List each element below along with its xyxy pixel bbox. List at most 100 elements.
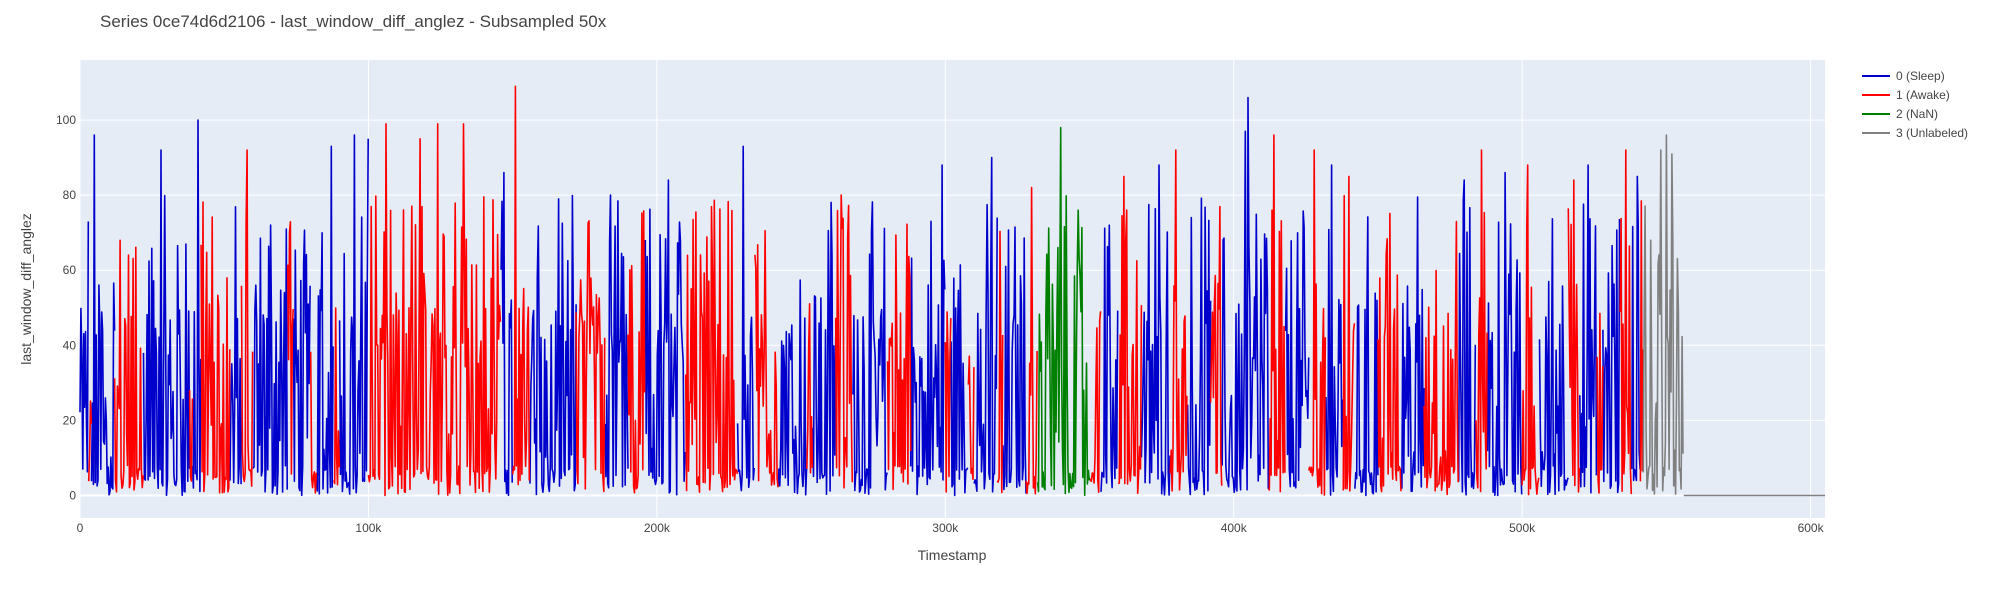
series-line-segment xyxy=(252,224,288,495)
series-line-segment xyxy=(529,194,577,496)
series-line-segment xyxy=(944,311,952,493)
series-line-segment xyxy=(1117,175,1143,494)
series-line-segment xyxy=(967,355,975,481)
series-line-segment xyxy=(200,201,231,494)
x-tick-label: 500k xyxy=(1509,521,1536,535)
series-line-segment xyxy=(1521,164,1540,496)
series-line-segment xyxy=(1088,311,1102,493)
legend-item[interactable]: 3 (Unlabeled) xyxy=(1862,123,1968,142)
series-line-segment xyxy=(754,229,779,488)
series-line-segment xyxy=(1579,164,1598,494)
series-line-segment xyxy=(338,134,369,495)
series-line-segment xyxy=(811,201,837,495)
series-line-segment xyxy=(1631,175,1641,482)
legend-label: 3 (Unlabeled) xyxy=(1896,125,1969,140)
legend: 0 (Sleep) 1 (Awake) 2 (NaN) 3 (Unlabeled) xyxy=(1862,66,1968,142)
series-line-segment xyxy=(191,119,202,493)
series-line-segment xyxy=(973,156,998,493)
x-axis-ticks: 0 100k 200k 300k 400k 500k 600k xyxy=(77,521,1825,535)
series-line-segment xyxy=(1538,218,1569,495)
legend-item[interactable]: 0 (Sleep) xyxy=(1862,66,1968,85)
series-line-segment xyxy=(229,206,242,485)
x-tick-label: 100k xyxy=(355,521,382,535)
series-line-segment xyxy=(575,220,606,493)
series-line-segment xyxy=(1475,149,1488,493)
series-line-segment xyxy=(1140,164,1171,496)
series-line-segment xyxy=(87,400,93,482)
y-tick-label: 40 xyxy=(63,338,77,352)
x-tick-label: 300k xyxy=(932,521,959,535)
series-line-segment xyxy=(240,149,254,487)
series-line-segment xyxy=(627,210,646,494)
series-line-segment xyxy=(644,179,686,496)
y-tick-label: 60 xyxy=(63,263,77,277)
series-line-segment xyxy=(834,194,854,489)
series-line-segment xyxy=(1423,220,1459,496)
series-line-segment xyxy=(1486,171,1523,497)
y-tick-label: 0 xyxy=(69,488,76,502)
series-line-segment xyxy=(1025,186,1038,495)
y-tick-label: 100 xyxy=(56,113,76,127)
series-line-segment xyxy=(511,85,531,486)
series-line-segment xyxy=(684,199,739,493)
series-line-segment xyxy=(286,221,294,475)
legend-label: 0 (Sleep) xyxy=(1896,68,1945,83)
series-line-segment xyxy=(1342,175,1356,492)
series-line-segment xyxy=(315,145,334,495)
series-line-segment xyxy=(1267,134,1286,493)
series-line-segment xyxy=(777,279,808,496)
series-line-segment xyxy=(1036,126,1091,497)
series-line-segment xyxy=(1209,205,1223,486)
series-line-segment xyxy=(1284,210,1310,489)
series-line-segment xyxy=(90,134,116,496)
series-2-nan[interactable] xyxy=(1036,126,1091,497)
legend-swatch xyxy=(1862,74,1890,77)
y-tick-label: 20 xyxy=(63,413,77,427)
series-line-segment xyxy=(950,264,969,497)
series-line-segment xyxy=(1354,216,1379,497)
series-line-segment xyxy=(1325,164,1344,496)
series-line-segment xyxy=(1307,149,1327,496)
y-tick-label: 80 xyxy=(63,188,77,202)
series-line-segment xyxy=(309,351,318,494)
legend-item[interactable]: 1 (Awake) xyxy=(1862,85,1968,104)
series-line-segment xyxy=(500,171,513,497)
series-line-segment xyxy=(1169,149,1188,492)
series-line-segment xyxy=(1186,197,1212,496)
legend-label: 1 (Awake) xyxy=(1896,87,1950,102)
series-line-segment xyxy=(292,229,311,497)
series-line-segment xyxy=(1400,196,1425,493)
legend-swatch xyxy=(1862,93,1890,96)
series-line-segment xyxy=(113,239,144,493)
legend-swatch xyxy=(1862,112,1890,115)
series-line-segment xyxy=(1221,96,1270,494)
series-3-unlabeled[interactable] xyxy=(1642,134,1825,497)
series-line-segment xyxy=(852,201,888,495)
x-tick-label: 600k xyxy=(1798,521,1825,535)
series-line-segment xyxy=(367,123,502,497)
series-line-segment xyxy=(604,194,629,489)
legend-item[interactable]: 2 (NaN) xyxy=(1862,104,1968,123)
chart-title: Series 0ce74d6d2106 - last_window_diff_a… xyxy=(100,12,607,31)
series-line-segment xyxy=(333,307,341,486)
series-1-awake[interactable] xyxy=(87,85,1644,497)
series-line-segment xyxy=(1619,149,1633,495)
series-line-segment xyxy=(1100,224,1119,492)
series-line-segment xyxy=(188,389,194,482)
series-0-sleep[interactable] xyxy=(79,96,1641,497)
series-line-segment xyxy=(142,149,191,497)
y-axis-ticks: 0 20 40 60 80 100 xyxy=(56,113,76,502)
x-axis-title: Timestamp xyxy=(918,547,987,563)
series-line-segment xyxy=(1642,134,1684,495)
series-line-segment xyxy=(1596,312,1604,494)
series-line-segment xyxy=(996,230,1004,494)
x-tick-label: 400k xyxy=(1221,521,1248,535)
y-axis-title: last_window_diff_anglez xyxy=(18,213,34,365)
series-line-segment xyxy=(886,223,912,491)
series-line-segment xyxy=(1639,200,1644,482)
x-tick-label: 200k xyxy=(644,521,671,535)
series-layer xyxy=(79,85,1825,497)
legend-swatch xyxy=(1862,131,1890,134)
legend-label: 2 (NaN) xyxy=(1896,106,1939,121)
